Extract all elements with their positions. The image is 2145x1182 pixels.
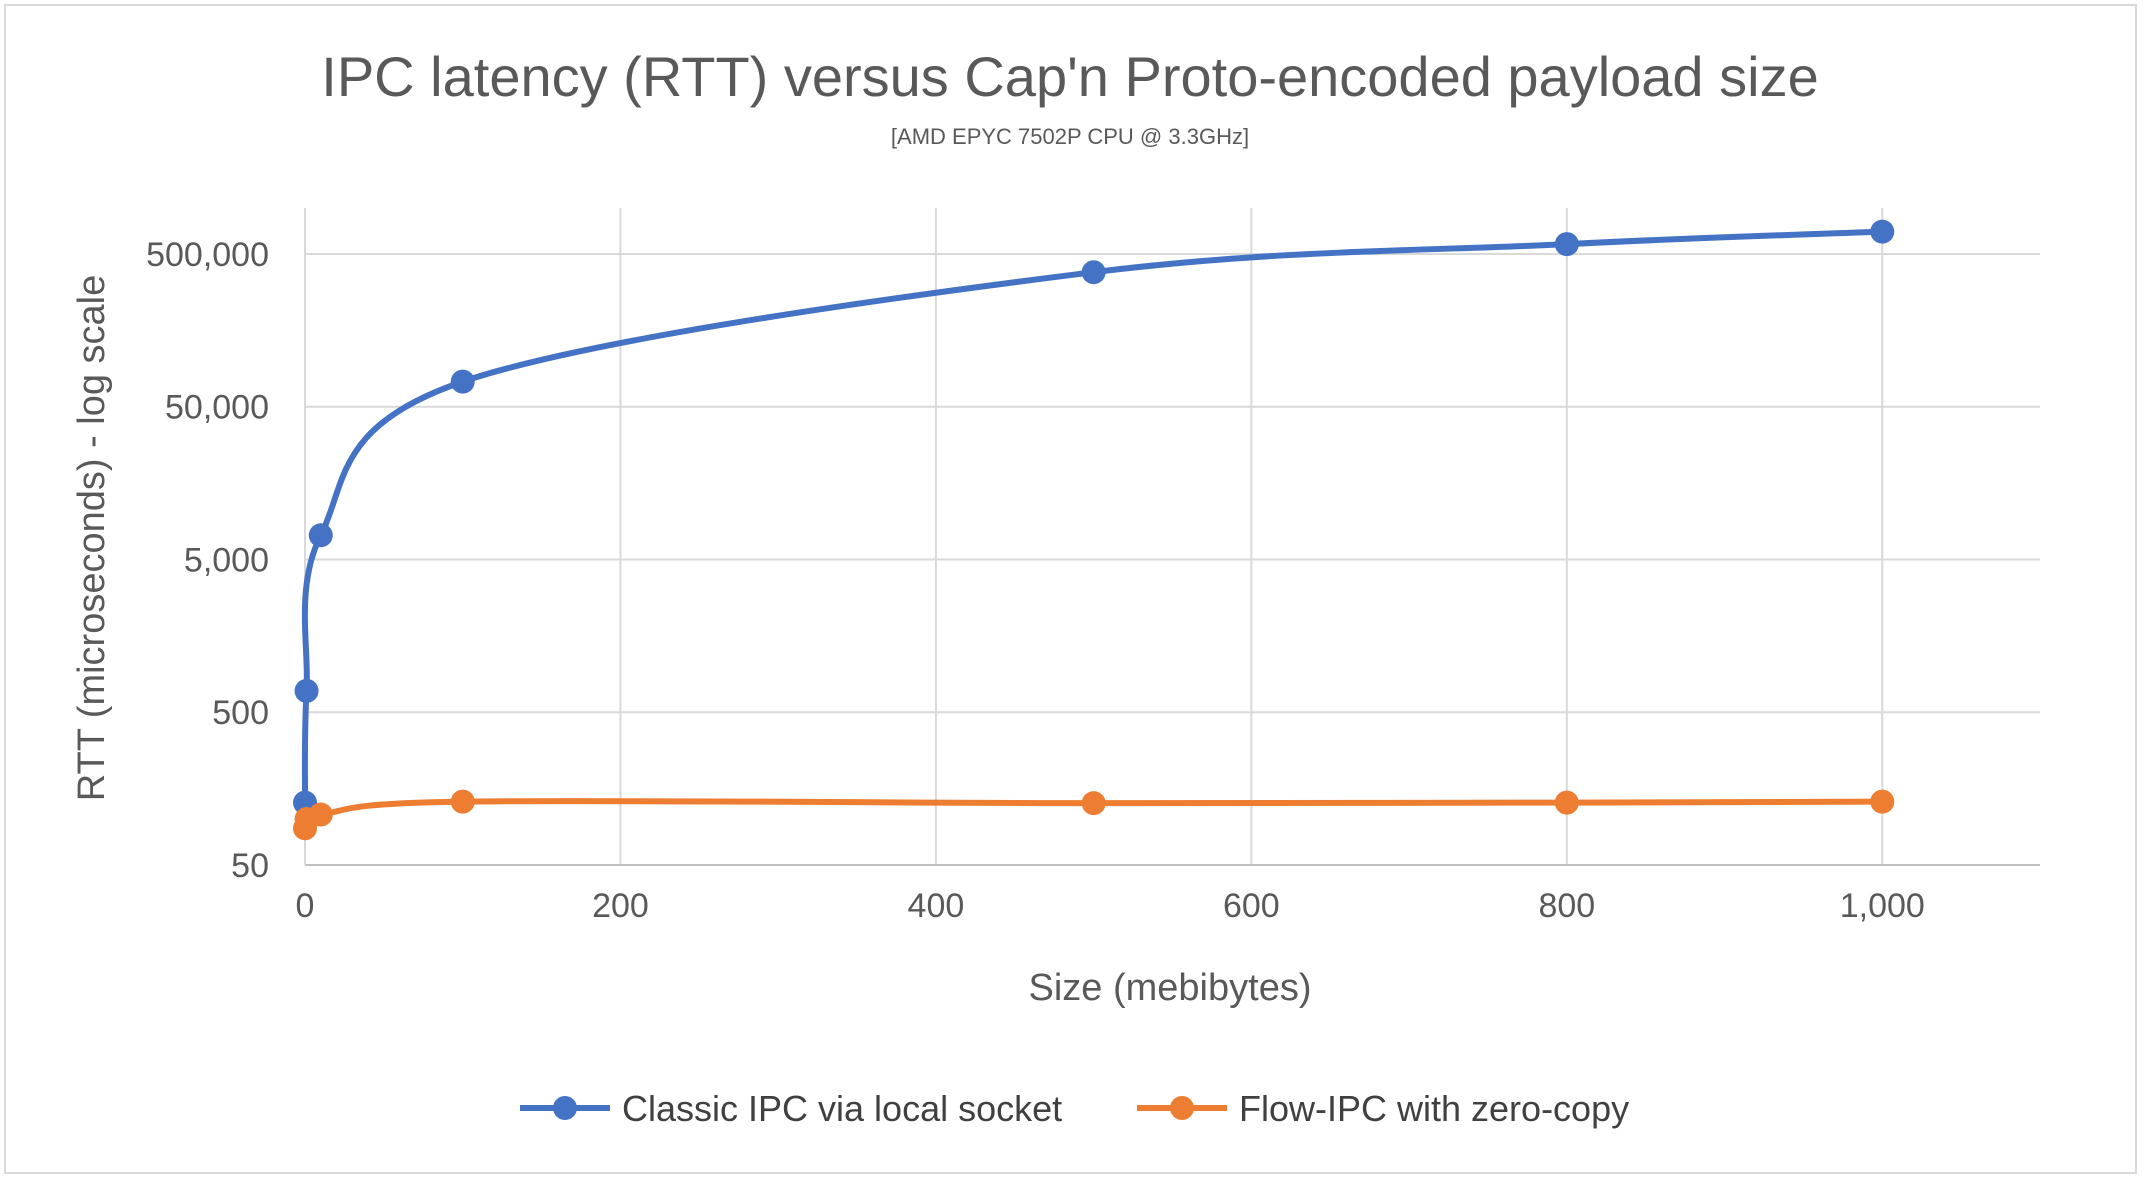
series-layer <box>293 219 1895 841</box>
x-tick-label: 800 <box>1538 887 1595 925</box>
x-tick-label: 200 <box>592 887 649 925</box>
x-tick-label: 1,000 <box>1840 887 1925 925</box>
data-point <box>1870 219 1895 244</box>
chart-title: IPC latency (RTT) versus Cap'n Proto-enc… <box>321 45 1818 108</box>
x-tick-label: 400 <box>908 887 965 925</box>
x-tick-label: 0 <box>296 887 315 925</box>
y-tick-label: 50 <box>231 847 269 885</box>
data-point <box>1870 789 1895 814</box>
data-point <box>450 369 475 394</box>
axes <box>304 208 2040 866</box>
x-tick-label: 600 <box>1223 887 1280 925</box>
gridlines <box>305 208 2040 865</box>
data-point <box>308 523 333 548</box>
y-tick-label: 500,000 <box>146 236 269 274</box>
data-point <box>1081 260 1106 285</box>
legend-marker-2 <box>1170 1096 1194 1120</box>
chart-subtitle: [AMD EPYC 7502P CPU @ 3.3GHz] <box>891 124 1249 149</box>
data-point <box>1554 232 1579 257</box>
series-line-1 <box>301 228 1886 806</box>
data-point <box>1081 791 1106 816</box>
y-axis-label: RTT (microseconds) - log scale <box>71 275 113 802</box>
data-point <box>308 802 333 827</box>
tick-labels: 0 200 400 600 800 1,000 50 500 5,000 50,000 500,00… <box>146 236 1925 925</box>
legend-label-2: Flow-IPC with zero-copy <box>1239 1088 1629 1129</box>
data-point <box>294 678 319 703</box>
x-axis-label: Size (mebibytes) <box>1029 967 1312 1009</box>
data-point <box>1554 790 1579 815</box>
y-tick-label: 5,000 <box>184 541 269 579</box>
legend-label-1: Classic IPC via local socket <box>622 1088 1062 1129</box>
chart-frame <box>4 4 2137 1174</box>
y-tick-label: 50,000 <box>165 389 269 427</box>
legend-marker-1 <box>553 1096 577 1120</box>
legend: Classic IPC via local socket Flow-IPC wit… <box>520 1088 1629 1129</box>
data-point <box>450 789 475 814</box>
y-tick-label: 500 <box>212 694 269 732</box>
